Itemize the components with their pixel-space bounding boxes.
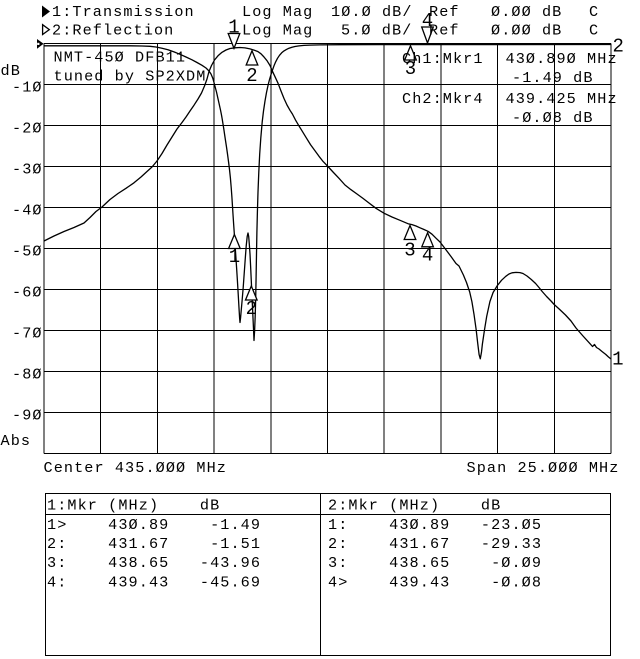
svg-text:-2Ø: -2Ø xyxy=(12,120,43,138)
svg-text:1:Mkr (MHz) dB: 1:Mkr (MHz) dB xyxy=(47,497,220,515)
svg-text:dB: dB xyxy=(1,62,21,80)
svg-text:Ref: Ref xyxy=(429,21,460,39)
svg-text:5.Ø dB/: 5.Ø dB/ xyxy=(341,21,412,39)
svg-text:439.425 MHz: 439.425 MHz xyxy=(506,90,618,108)
svg-text:2:Mkr (MHz) dB: 2:Mkr (MHz) dB xyxy=(328,497,501,515)
svg-text:-7Ø: -7Ø xyxy=(12,325,43,343)
svg-text:Log Mag: Log Mag xyxy=(242,21,313,39)
svg-text:1: 1 xyxy=(612,349,623,371)
svg-text:4: 4 xyxy=(422,10,433,32)
svg-text:Span 25.ØØØ MHz: Span 25.ØØØ MHz xyxy=(467,459,620,477)
svg-text:3: 438.65 -Ø.Ø9: 3: 438.65 -Ø.Ø9 xyxy=(328,554,542,572)
svg-text:Log Mag: Log Mag xyxy=(242,3,313,21)
svg-text:Abs: Abs xyxy=(1,432,32,450)
svg-text:4: 439.43 -45.69: 4: 439.43 -45.69 xyxy=(47,573,261,591)
svg-text:3: 3 xyxy=(404,240,415,262)
svg-text:-6Ø: -6Ø xyxy=(12,284,43,302)
svg-text:Center 435.ØØØ MHz: Center 435.ØØØ MHz xyxy=(44,459,228,477)
svg-text:1Ø.Ø dB/: 1Ø.Ø dB/ xyxy=(331,3,413,21)
svg-text:Ch2:Mkr4: Ch2:Mkr4 xyxy=(402,90,484,108)
svg-text:3: 3 xyxy=(405,58,416,80)
svg-text:43Ø.89Ø MHz: 43Ø.89Ø MHz xyxy=(506,50,618,68)
svg-text:-1Ø: -1Ø xyxy=(12,79,43,97)
svg-text:Ref: Ref xyxy=(429,3,460,21)
svg-text:-4Ø: -4Ø xyxy=(12,202,43,220)
svg-text:1: 1 xyxy=(229,246,240,268)
svg-text:4: 4 xyxy=(422,245,433,267)
svg-text:-1.49 dB: -1.49 dB xyxy=(512,69,594,87)
svg-text:C: C xyxy=(589,21,599,39)
svg-text:3: 438.65 -43.96: 3: 438.65 -43.96 xyxy=(47,554,261,572)
svg-text:-8Ø: -8Ø xyxy=(12,366,43,384)
svg-text:2: 2 xyxy=(246,65,257,87)
svg-text:2: 431.67 -29.33: 2: 431.67 -29.33 xyxy=(328,535,542,553)
svg-text:4> 439.43 -Ø.Ø8: 4> 439.43 -Ø.Ø8 xyxy=(328,573,542,591)
svg-text:1: 1 xyxy=(228,17,239,39)
svg-text:1:Transmission: 1:Transmission xyxy=(52,3,195,21)
svg-text:-9Ø: -9Ø xyxy=(12,407,43,425)
svg-text:-Ø.Ø8 dB: -Ø.Ø8 dB xyxy=(512,109,594,127)
svg-text:-3Ø: -3Ø xyxy=(12,161,43,179)
svg-text:1> 43Ø.89 -1.49: 1> 43Ø.89 -1.49 xyxy=(47,516,261,534)
svg-text:tuned by SP2XDM: tuned by SP2XDM xyxy=(54,68,207,86)
svg-text:Ch1:Mkr1: Ch1:Mkr1 xyxy=(402,50,484,68)
svg-text:NMT-45Ø DFB11: NMT-45Ø DFB11 xyxy=(54,49,187,67)
svg-text:Ø.ØØ dB: Ø.ØØ dB xyxy=(491,3,562,21)
svg-text:1: 43Ø.89 -23.Ø5: 1: 43Ø.89 -23.Ø5 xyxy=(328,516,542,534)
svg-text:2:Reflection: 2:Reflection xyxy=(52,21,174,39)
svg-text:2: 2 xyxy=(612,36,623,58)
svg-text:-5Ø: -5Ø xyxy=(12,243,43,261)
svg-text:Ø.ØØ dB: Ø.ØØ dB xyxy=(491,21,562,39)
svg-text:2: 431.67 -1.51: 2: 431.67 -1.51 xyxy=(47,535,261,553)
svg-text:2: 2 xyxy=(246,298,257,320)
svg-text:C: C xyxy=(589,3,599,21)
